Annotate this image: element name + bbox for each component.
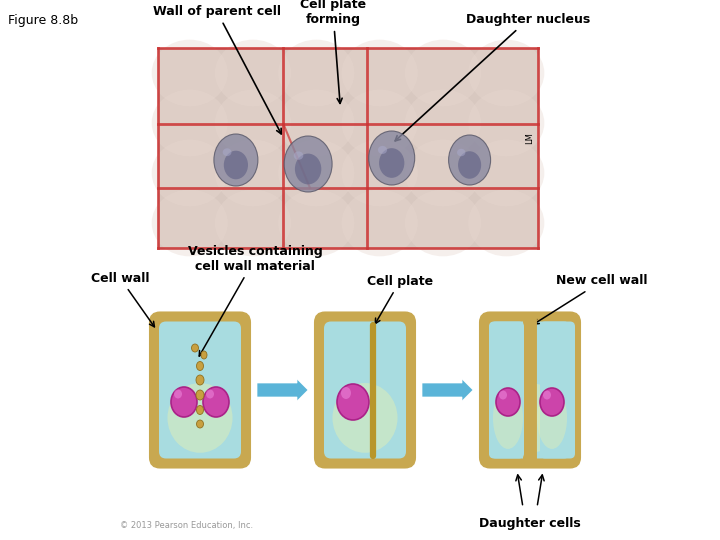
Ellipse shape [168, 383, 233, 453]
Text: Vesicles containing
cell wall material: Vesicles containing cell wall material [188, 245, 323, 356]
Ellipse shape [192, 344, 199, 352]
Ellipse shape [197, 361, 204, 370]
Ellipse shape [468, 190, 544, 256]
Text: Daughter cells: Daughter cells [479, 517, 581, 530]
Ellipse shape [342, 39, 418, 106]
Ellipse shape [152, 140, 228, 206]
Ellipse shape [449, 135, 490, 185]
Ellipse shape [369, 131, 415, 185]
Text: LM: LM [525, 132, 534, 144]
Ellipse shape [468, 90, 544, 157]
Ellipse shape [206, 389, 214, 399]
FancyBboxPatch shape [324, 321, 406, 458]
FancyBboxPatch shape [540, 321, 575, 458]
Ellipse shape [171, 387, 197, 417]
Ellipse shape [152, 90, 228, 157]
Ellipse shape [333, 383, 397, 453]
Ellipse shape [197, 420, 204, 428]
Ellipse shape [342, 90, 418, 157]
Ellipse shape [457, 148, 465, 156]
Ellipse shape [405, 190, 481, 256]
FancyArrow shape [422, 379, 473, 401]
Ellipse shape [493, 387, 523, 449]
Ellipse shape [279, 190, 354, 256]
Ellipse shape [405, 90, 481, 157]
Ellipse shape [458, 151, 481, 179]
Ellipse shape [537, 387, 567, 449]
Ellipse shape [342, 140, 418, 206]
Ellipse shape [499, 390, 507, 400]
Ellipse shape [203, 387, 229, 417]
Text: Cell plate
forming: Cell plate forming [300, 0, 366, 103]
Ellipse shape [196, 390, 204, 400]
Ellipse shape [196, 375, 204, 385]
FancyBboxPatch shape [489, 321, 571, 458]
Text: New cell wall: New cell wall [534, 274, 648, 324]
FancyArrow shape [257, 379, 308, 401]
Ellipse shape [279, 90, 354, 157]
Ellipse shape [152, 39, 228, 106]
Text: © 2013 Pearson Education, Inc.: © 2013 Pearson Education, Inc. [120, 521, 253, 530]
FancyBboxPatch shape [150, 313, 250, 468]
Ellipse shape [295, 153, 321, 184]
Ellipse shape [342, 190, 418, 256]
Ellipse shape [279, 39, 354, 106]
Ellipse shape [279, 140, 354, 206]
Ellipse shape [174, 389, 182, 399]
Text: Figure 8.8b: Figure 8.8b [8, 14, 78, 27]
FancyBboxPatch shape [480, 313, 580, 468]
Ellipse shape [222, 148, 232, 156]
Ellipse shape [337, 384, 369, 420]
Ellipse shape [215, 39, 291, 106]
Text: Cell wall: Cell wall [91, 272, 154, 327]
Ellipse shape [496, 388, 520, 416]
Ellipse shape [498, 383, 562, 453]
Text: Daughter nucleus: Daughter nucleus [395, 13, 590, 141]
Ellipse shape [341, 387, 351, 399]
Ellipse shape [152, 190, 228, 256]
Ellipse shape [201, 351, 207, 359]
Ellipse shape [284, 136, 332, 192]
Ellipse shape [405, 39, 481, 106]
Ellipse shape [215, 140, 291, 206]
Ellipse shape [214, 134, 258, 186]
Ellipse shape [197, 406, 204, 415]
FancyBboxPatch shape [489, 321, 524, 458]
Ellipse shape [378, 146, 387, 154]
Text: Cell plate: Cell plate [367, 274, 433, 323]
Text: Wall of parent cell: Wall of parent cell [153, 5, 282, 134]
Ellipse shape [543, 390, 551, 400]
FancyBboxPatch shape [315, 313, 415, 468]
Ellipse shape [405, 140, 481, 206]
Ellipse shape [215, 190, 291, 256]
Bar [158, 48, 538, 248]
Ellipse shape [294, 151, 303, 160]
Ellipse shape [540, 388, 564, 416]
Ellipse shape [215, 90, 291, 157]
Ellipse shape [379, 148, 405, 178]
Ellipse shape [468, 140, 544, 206]
Ellipse shape [224, 151, 248, 179]
Ellipse shape [468, 39, 544, 106]
FancyBboxPatch shape [159, 321, 241, 458]
